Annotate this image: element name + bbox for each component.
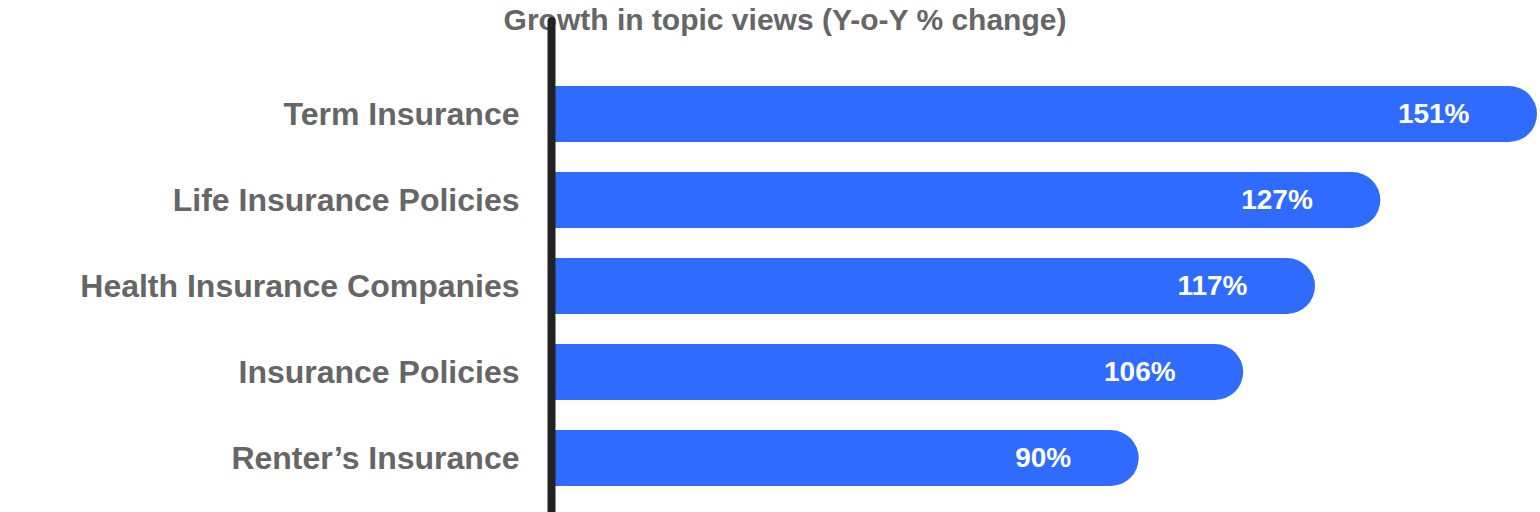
svg-text:90%: 90% bbox=[1015, 442, 1071, 473]
svg-text:Health Insurance Companies: Health Insurance Companies bbox=[80, 268, 519, 304]
svg-text:127%: 127% bbox=[1241, 184, 1313, 215]
svg-text:Term Insurance: Term Insurance bbox=[284, 96, 520, 132]
svg-text:Renter’s Insurance: Renter’s Insurance bbox=[231, 440, 519, 476]
svg-text:117%: 117% bbox=[1177, 270, 1247, 301]
svg-text:151%: 151% bbox=[1398, 98, 1470, 129]
svg-text:Life Insurance Policies: Life Insurance Policies bbox=[173, 182, 520, 218]
svg-text:106%: 106% bbox=[1104, 356, 1176, 387]
html-text:Growth in topic views (Y-o-Y %: Growth in topic views (Y-o-Y % change) bbox=[503, 3, 1067, 36]
svg-text:Insurance Policies: Insurance Policies bbox=[238, 354, 519, 390]
